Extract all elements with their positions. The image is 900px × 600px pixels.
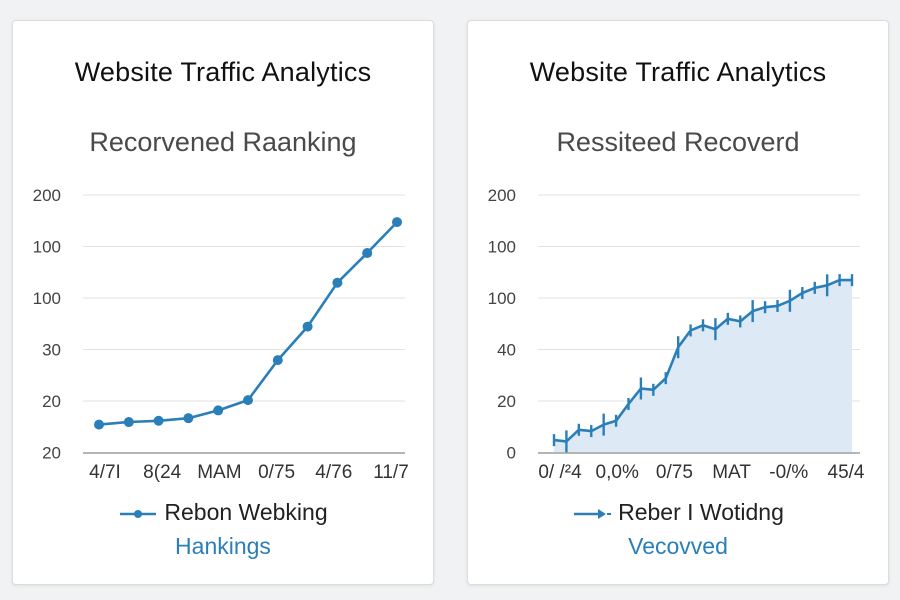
data-point [332,277,343,288]
y-tick-label: 100 [488,289,516,308]
data-point [123,417,134,428]
y-tick-label: 20 [497,392,516,411]
data-point [272,355,283,366]
x-tick-label: 11/7 [373,462,409,483]
x-tick-label: 45/4 [828,462,865,483]
line-chart-card: Website Traffic Analytics Recorvened Raa… [12,20,434,585]
chart-legend: Rebon Webking [13,499,433,526]
x-tick-label: 0/75 [656,462,693,483]
x-tick-label: 0/ /²4 [538,462,582,483]
y-tick-label: 20 [42,392,61,411]
data-point [392,217,402,228]
chart-title: Website Traffic Analytics [74,57,372,87]
chart-legend: Reber I Wotidng [468,499,888,526]
legend-sub-label: Hankings [175,533,271,559]
x-tick-label: 0,0% [596,462,639,483]
x-tick-label: 4/7I [89,462,121,483]
y-tick-label: 100 [488,238,516,257]
y-tick-label: 200 [33,186,61,205]
y-tick-label: 100 [33,238,61,257]
chart-subtitle: Recorvened Raanking [89,127,357,157]
data-point [362,248,373,259]
legend-series-label: Rebon Webking [164,499,328,525]
y-tick-label: 30 [42,341,61,360]
data-point [302,321,313,332]
y-tick-label: 100 [33,289,61,308]
data-point [183,413,194,424]
x-tick-label: MAT [712,462,751,483]
x-tick-label: 8(24 [143,462,181,483]
chart-subtitle: Ressiteed Recoverd [556,127,800,157]
data-point [213,405,224,416]
data-point [94,419,104,430]
x-tick-label: 4/76 [315,462,352,483]
y-tick-label: 40 [497,341,516,360]
y-tick-label: 0 [507,444,516,463]
legend-sub-label: Vecovved [628,533,728,559]
x-tick-label: 0/75 [258,462,295,483]
line-chart-plot: 200 100 100 30 20 20 4/7I 8(24 MAM 0/75 4/76 11/7 [33,186,409,483]
y-tick-label: 200 [488,186,516,205]
x-tick-label: MAM [197,462,241,483]
chart-title: Website Traffic Analytics [529,57,827,87]
y-tick-label: 20 [42,444,61,463]
data-point [243,395,253,406]
series-line [98,221,398,426]
data-point [153,415,164,426]
area-chart-card: Website Traffic Analytics Ressiteed Reco… [467,20,889,585]
legend-arrow-marker-icon [574,508,612,519]
legend-line-marker-icon [120,509,157,518]
x-tick-label: -0/% [769,462,808,483]
legend-series-label: Reber I Wotidng [618,499,784,525]
